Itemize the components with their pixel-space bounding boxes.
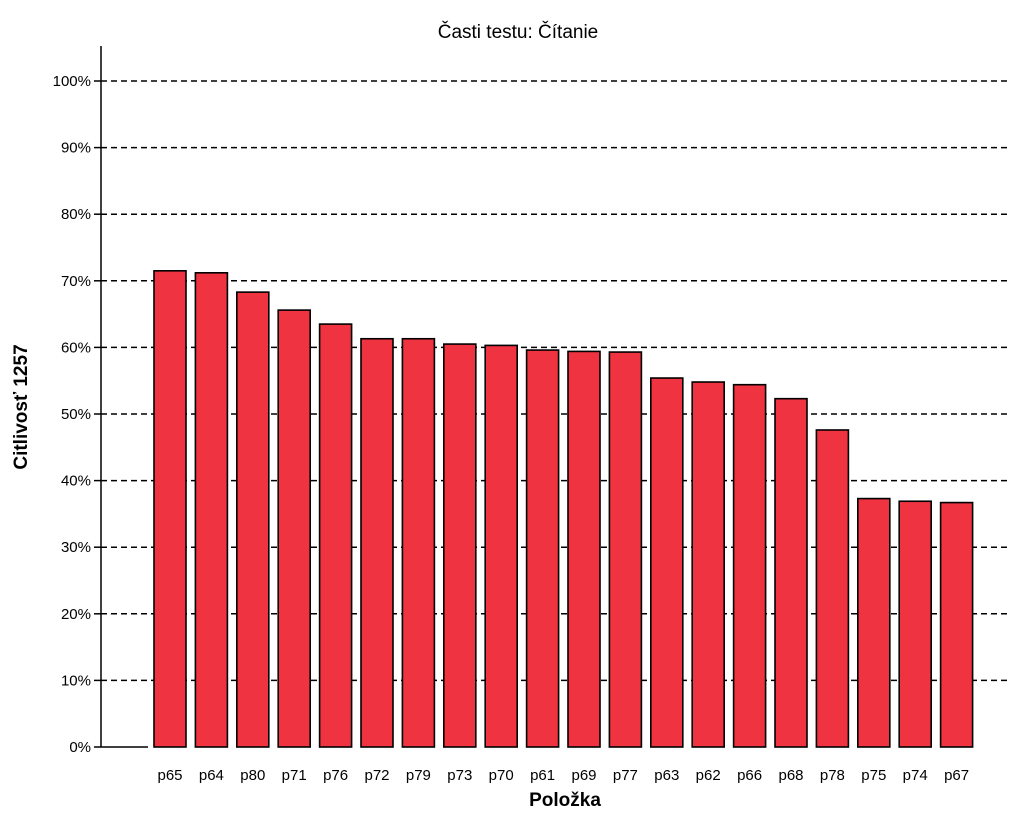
bar-p68: [774, 397, 808, 748]
bar-p65: [153, 270, 187, 748]
chart-title: Časti testu: Čítanie: [438, 21, 599, 43]
x-tick-label: p61: [530, 767, 555, 784]
x-tick-label: p62: [696, 767, 721, 784]
x-tick-label: p70: [489, 767, 514, 784]
y-axis-tick-labels: 0% 10% 20% 30% 40% 50% 60% 70% 80% 90% 100%: [53, 73, 91, 756]
x-tick-label: p72: [364, 767, 389, 784]
bar-p78: [815, 429, 850, 748]
y-tick-label: 30%: [61, 539, 91, 556]
y-tick-label: 100%: [53, 73, 91, 90]
bar-p66: [732, 383, 767, 748]
bar-p64: [194, 272, 229, 748]
x-tick-label: p63: [654, 767, 679, 784]
bar-p79: [401, 337, 436, 748]
bars: [153, 270, 974, 748]
x-tick-label: p68: [778, 767, 803, 784]
x-tick-label: p76: [323, 767, 348, 784]
y-tick-label: 70%: [61, 273, 91, 290]
bar-p69: [567, 350, 601, 748]
y-tick-label: 20%: [61, 606, 91, 623]
bar-p72: [360, 337, 394, 748]
x-tick-label: p65: [157, 767, 182, 784]
bar-p61: [525, 349, 560, 748]
bar-p62: [691, 381, 726, 748]
x-tick-label: p67: [944, 767, 969, 784]
x-axis-tick-labels: p65 p64 p80 p71 p76 p72 p79 p73 p70 p61 p69 p77 p63 p…: [157, 767, 969, 784]
x-axis-title: Položka: [529, 790, 601, 811]
y-tick-label: 90%: [61, 140, 91, 157]
y-tick-label: 80%: [61, 206, 91, 223]
x-tick-label: p79: [406, 767, 431, 784]
bar-p74: [898, 500, 933, 748]
x-tick-label: p73: [447, 767, 472, 784]
bar-p75: [856, 497, 891, 748]
y-tick-label: 50%: [61, 406, 91, 423]
bar-p73: [442, 343, 477, 748]
x-tick-label: p80: [240, 767, 265, 784]
x-tick-label: p78: [820, 767, 845, 784]
y-tick-label: 10%: [61, 672, 91, 689]
y-tick-label: 0%: [69, 739, 91, 756]
x-tick-label: p66: [737, 767, 762, 784]
y-axis-title: Citlivosť 1257: [11, 344, 32, 469]
y-tick-label: 60%: [61, 339, 91, 356]
bar-p76: [318, 323, 353, 748]
bar-p67: [939, 501, 974, 748]
y-tick-label: 40%: [61, 473, 91, 490]
bar-p70: [484, 344, 519, 748]
x-tick-label: p75: [861, 767, 886, 784]
x-tick-label: p77: [613, 767, 638, 784]
x-tick-label: p64: [199, 767, 224, 784]
bar-p80: [236, 291, 270, 748]
x-tick-label: p69: [571, 767, 596, 784]
bar-p63: [649, 377, 684, 748]
bar-p77: [608, 351, 643, 748]
x-tick-label: p71: [282, 767, 307, 784]
bar-p71: [277, 309, 312, 748]
x-tick-label: p74: [903, 767, 928, 784]
